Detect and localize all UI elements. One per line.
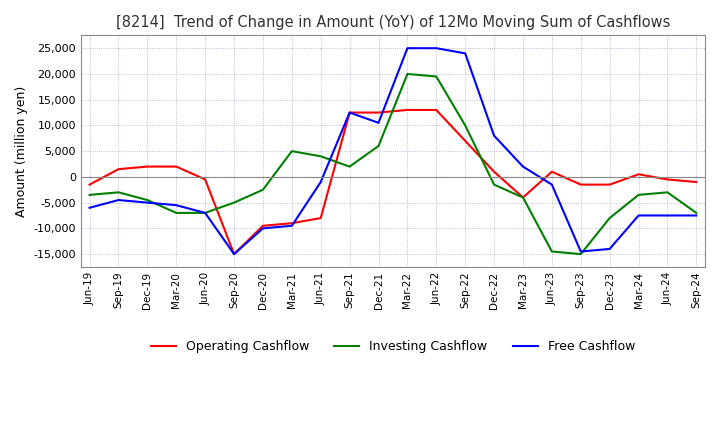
Operating Cashflow bbox=[490, 169, 498, 174]
Operating Cashflow bbox=[547, 169, 556, 174]
Investing Cashflow bbox=[547, 249, 556, 254]
Free Cashflow bbox=[172, 202, 181, 208]
Operating Cashflow bbox=[346, 110, 354, 115]
Operating Cashflow bbox=[432, 107, 441, 113]
Legend: Operating Cashflow, Investing Cashflow, Free Cashflow: Operating Cashflow, Investing Cashflow, … bbox=[146, 335, 640, 358]
Free Cashflow bbox=[518, 164, 527, 169]
Free Cashflow bbox=[490, 133, 498, 138]
Free Cashflow bbox=[316, 180, 325, 185]
Free Cashflow bbox=[346, 110, 354, 115]
Operating Cashflow bbox=[634, 172, 643, 177]
Operating Cashflow bbox=[85, 182, 94, 187]
Operating Cashflow bbox=[316, 216, 325, 221]
Investing Cashflow bbox=[634, 192, 643, 198]
Operating Cashflow bbox=[577, 182, 585, 187]
Investing Cashflow bbox=[172, 210, 181, 216]
Free Cashflow bbox=[287, 223, 296, 228]
Line: Free Cashflow: Free Cashflow bbox=[89, 48, 696, 254]
Operating Cashflow bbox=[172, 164, 181, 169]
Investing Cashflow bbox=[230, 200, 238, 205]
Investing Cashflow bbox=[374, 143, 383, 149]
Free Cashflow bbox=[258, 226, 267, 231]
Operating Cashflow bbox=[114, 166, 123, 172]
Investing Cashflow bbox=[461, 123, 469, 128]
Free Cashflow bbox=[692, 213, 701, 218]
Operating Cashflow bbox=[201, 177, 210, 182]
Investing Cashflow bbox=[577, 251, 585, 257]
Free Cashflow bbox=[374, 120, 383, 125]
Free Cashflow bbox=[663, 213, 672, 218]
Y-axis label: Amount (million yen): Amount (million yen) bbox=[15, 85, 28, 217]
Operating Cashflow bbox=[287, 220, 296, 226]
Investing Cashflow bbox=[663, 190, 672, 195]
Free Cashflow bbox=[461, 51, 469, 56]
Title: [8214]  Trend of Change in Amount (YoY) of 12Mo Moving Sum of Cashflows: [8214] Trend of Change in Amount (YoY) o… bbox=[116, 15, 670, 30]
Free Cashflow bbox=[230, 251, 238, 257]
Operating Cashflow bbox=[663, 177, 672, 182]
Investing Cashflow bbox=[316, 154, 325, 159]
Investing Cashflow bbox=[85, 192, 94, 198]
Free Cashflow bbox=[85, 205, 94, 210]
Investing Cashflow bbox=[606, 216, 614, 221]
Investing Cashflow bbox=[346, 164, 354, 169]
Operating Cashflow bbox=[692, 180, 701, 185]
Investing Cashflow bbox=[432, 74, 441, 79]
Operating Cashflow bbox=[143, 164, 152, 169]
Investing Cashflow bbox=[258, 187, 267, 192]
Free Cashflow bbox=[201, 210, 210, 216]
Free Cashflow bbox=[403, 46, 412, 51]
Free Cashflow bbox=[114, 198, 123, 203]
Free Cashflow bbox=[143, 200, 152, 205]
Investing Cashflow bbox=[143, 198, 152, 203]
Operating Cashflow bbox=[230, 251, 238, 257]
Line: Investing Cashflow: Investing Cashflow bbox=[89, 74, 696, 254]
Operating Cashflow bbox=[461, 138, 469, 143]
Free Cashflow bbox=[432, 46, 441, 51]
Free Cashflow bbox=[606, 246, 614, 252]
Operating Cashflow bbox=[606, 182, 614, 187]
Investing Cashflow bbox=[490, 182, 498, 187]
Investing Cashflow bbox=[518, 195, 527, 200]
Investing Cashflow bbox=[287, 149, 296, 154]
Free Cashflow bbox=[577, 249, 585, 254]
Operating Cashflow bbox=[403, 107, 412, 113]
Line: Operating Cashflow: Operating Cashflow bbox=[89, 110, 696, 254]
Investing Cashflow bbox=[403, 71, 412, 77]
Free Cashflow bbox=[547, 182, 556, 187]
Operating Cashflow bbox=[258, 223, 267, 228]
Free Cashflow bbox=[634, 213, 643, 218]
Investing Cashflow bbox=[114, 190, 123, 195]
Investing Cashflow bbox=[201, 210, 210, 216]
Investing Cashflow bbox=[692, 210, 701, 216]
Operating Cashflow bbox=[374, 110, 383, 115]
Operating Cashflow bbox=[518, 195, 527, 200]
